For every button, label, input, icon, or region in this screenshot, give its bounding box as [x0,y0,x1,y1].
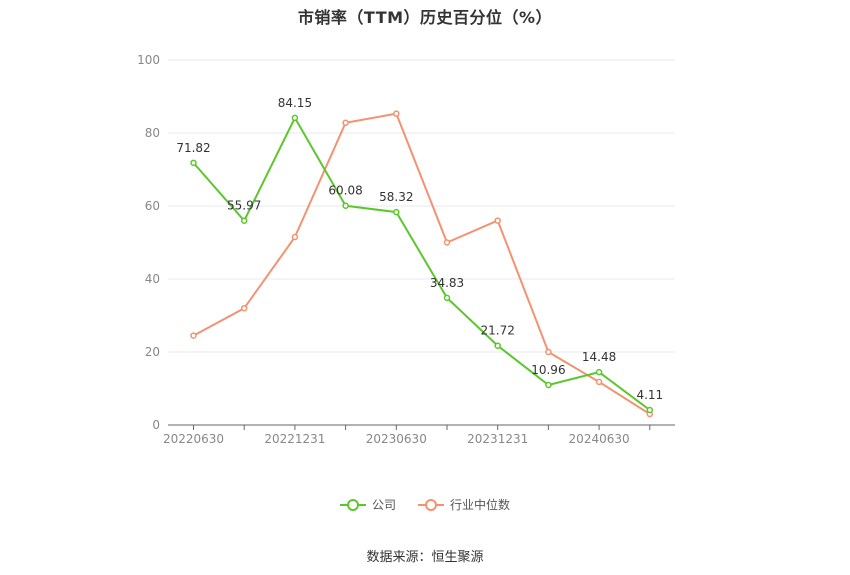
x-tick-label: 20240630 [569,432,630,446]
data-point-industry [595,378,603,386]
data-point-company [291,114,299,122]
data-point-company [494,342,501,349]
y-tick-label: 0 [152,418,160,432]
data-label: 14.48 [582,350,616,364]
legend: 公司 行业中位数 [0,496,850,513]
x-tick-label: 20230630 [366,432,427,446]
legend-item-industry[interactable]: 行业中位数 [418,496,510,513]
data-label: 10.96 [531,363,565,377]
y-tick-label: 60 [145,199,160,213]
data-label: 58.32 [379,190,413,204]
legend-swatch-company [339,498,366,512]
legend-item-company[interactable]: 公司 [339,496,396,513]
data-point-company [646,406,654,414]
data-label: 55.97 [227,199,261,213]
data-point-company [595,368,603,376]
x-tick-label: 20221231 [264,432,325,446]
data-point-company [393,208,400,216]
x-tick-label: 20231231 [467,432,528,446]
y-tick-label: 20 [145,345,160,359]
series-line-industry [193,112,651,415]
data-point-company [545,381,552,389]
data-point-company [190,159,197,167]
data-label: 4.11 [636,388,663,402]
data-point-industry [494,217,501,224]
data-point-company [240,217,248,224]
y-tick-label: 100 [137,53,160,67]
y-tick-label: 40 [145,272,160,286]
source-label: 数据来源：恒生聚源 [366,550,484,565]
data-label: 84.15 [278,96,312,110]
chart-svg: 0 20 40 60 80 100 20220630 20221231 20230630 2023… [137,53,675,446]
data-label: 60.08 [328,184,362,198]
data-point-industry [393,110,400,117]
legend-swatch-industry [418,498,444,512]
data-point-industry [443,239,451,246]
data-point-company [342,202,349,209]
chart-title: 市销率（TTM）历史百分位（%） [297,8,553,27]
data-point-industry [240,304,248,312]
data-label: 71.82 [176,141,210,155]
data-point-industry [342,119,349,127]
data-point-industry [291,233,299,241]
series-line-company [192,116,651,411]
legend-label-industry: 行业中位数 [450,498,511,512]
x-tick-label: 20220630 [163,432,224,446]
data-point-industry [190,332,197,339]
data-label: 21.72 [481,324,515,338]
y-tick-label: 80 [145,126,160,140]
data-point-industry [545,348,552,356]
legend-label-company: 公司 [371,498,396,512]
data-point-company [443,294,451,302]
data-label: 34.83 [430,276,464,290]
